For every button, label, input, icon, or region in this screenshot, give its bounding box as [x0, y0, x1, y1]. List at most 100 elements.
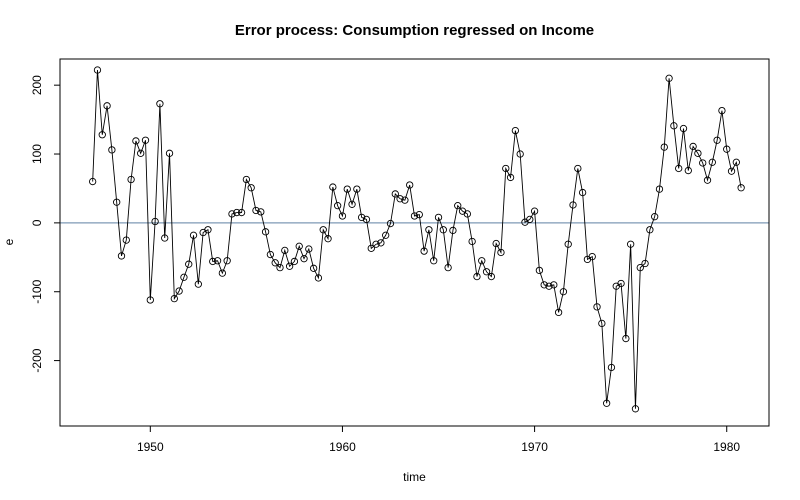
data-point	[468, 237, 476, 246]
data-point	[727, 167, 736, 175]
data-point	[103, 102, 111, 110]
data-point	[569, 201, 577, 209]
data-point	[237, 208, 246, 217]
data-point	[314, 274, 323, 282]
data-point	[478, 257, 486, 265]
x-tick-label: 1980	[713, 440, 740, 454]
data-point	[266, 250, 275, 259]
data-point	[675, 164, 683, 173]
data-point	[718, 106, 726, 115]
data-point	[290, 257, 299, 266]
data-point	[204, 226, 212, 234]
x-tick-label: 1960	[329, 440, 356, 454]
data-point	[665, 74, 673, 82]
x-axis-label: time	[403, 470, 426, 484]
data-point	[132, 137, 140, 145]
data-point	[93, 66, 102, 74]
data-point	[165, 149, 174, 157]
data-point	[617, 279, 625, 288]
data-point	[261, 228, 270, 236]
data-point	[689, 142, 697, 151]
plot-frame	[59, 58, 770, 427]
data-point	[122, 236, 130, 244]
data-point	[530, 207, 539, 215]
data-point	[194, 280, 202, 288]
data-point	[545, 282, 553, 290]
data-point	[247, 184, 255, 192]
data-point	[502, 164, 510, 173]
data-point	[670, 122, 678, 130]
data-point	[651, 213, 659, 221]
y-tick-label: -200	[30, 348, 44, 372]
data-point	[348, 200, 356, 208]
data-point	[233, 208, 241, 217]
data-point	[127, 175, 135, 184]
data-point	[391, 190, 399, 198]
data-point	[170, 294, 178, 303]
data-point	[228, 210, 236, 218]
data-point	[362, 215, 371, 224]
data-point	[622, 334, 630, 343]
y-tick-label: 0	[30, 219, 44, 226]
data-point	[492, 239, 500, 248]
data-point	[276, 263, 284, 272]
data-point	[679, 124, 688, 133]
data-point	[333, 202, 342, 210]
data-point	[329, 183, 337, 191]
data-point	[737, 184, 745, 192]
plot-area	[60, 66, 769, 413]
data-point	[607, 363, 616, 372]
data-point	[401, 196, 409, 204]
data-point	[309, 264, 318, 272]
data-point	[463, 210, 471, 218]
data-point	[511, 126, 520, 135]
data-point	[117, 252, 126, 260]
data-point	[185, 260, 193, 268]
chart-title: Error process: Consumption regressed on …	[235, 22, 594, 39]
data-point	[141, 136, 150, 144]
data-point	[161, 234, 169, 242]
data-point	[108, 146, 116, 154]
data-point	[410, 212, 419, 220]
x-tick-label: 1950	[137, 440, 164, 454]
data-point	[703, 176, 712, 184]
data-point	[213, 257, 222, 265]
data-point	[574, 164, 582, 173]
data-point	[434, 213, 443, 222]
data-point	[420, 247, 428, 255]
data-point	[482, 268, 491, 276]
data-point	[146, 296, 154, 304]
data-point	[598, 319, 606, 328]
data-point	[506, 173, 515, 182]
data-point	[646, 226, 654, 234]
data-point	[338, 212, 347, 220]
data-point	[300, 255, 308, 263]
data-point	[430, 257, 438, 265]
data-point	[564, 240, 572, 248]
data-point	[732, 158, 740, 166]
data-point	[449, 226, 457, 235]
data-point	[382, 231, 390, 239]
data-point	[175, 287, 183, 295]
y-tick-label: 100	[30, 144, 44, 164]
data-point	[636, 263, 644, 272]
data-point	[559, 288, 568, 296]
data-point	[602, 399, 611, 407]
axes: 1950 1960 1970 1980 -200 -100 0 100 200	[30, 58, 770, 454]
data-point	[439, 226, 447, 234]
data-point	[444, 263, 452, 272]
data-point	[305, 245, 313, 253]
data-point	[156, 100, 164, 108]
data-point	[209, 257, 217, 266]
data-point	[252, 206, 260, 215]
y-axis-label: e	[2, 238, 16, 245]
data-point	[684, 166, 692, 175]
data-point	[324, 235, 332, 243]
data-point	[271, 259, 279, 267]
data-point	[285, 262, 294, 270]
data-point	[641, 259, 649, 268]
data-point	[223, 257, 231, 265]
data-point	[89, 177, 97, 186]
data-point	[497, 248, 505, 257]
